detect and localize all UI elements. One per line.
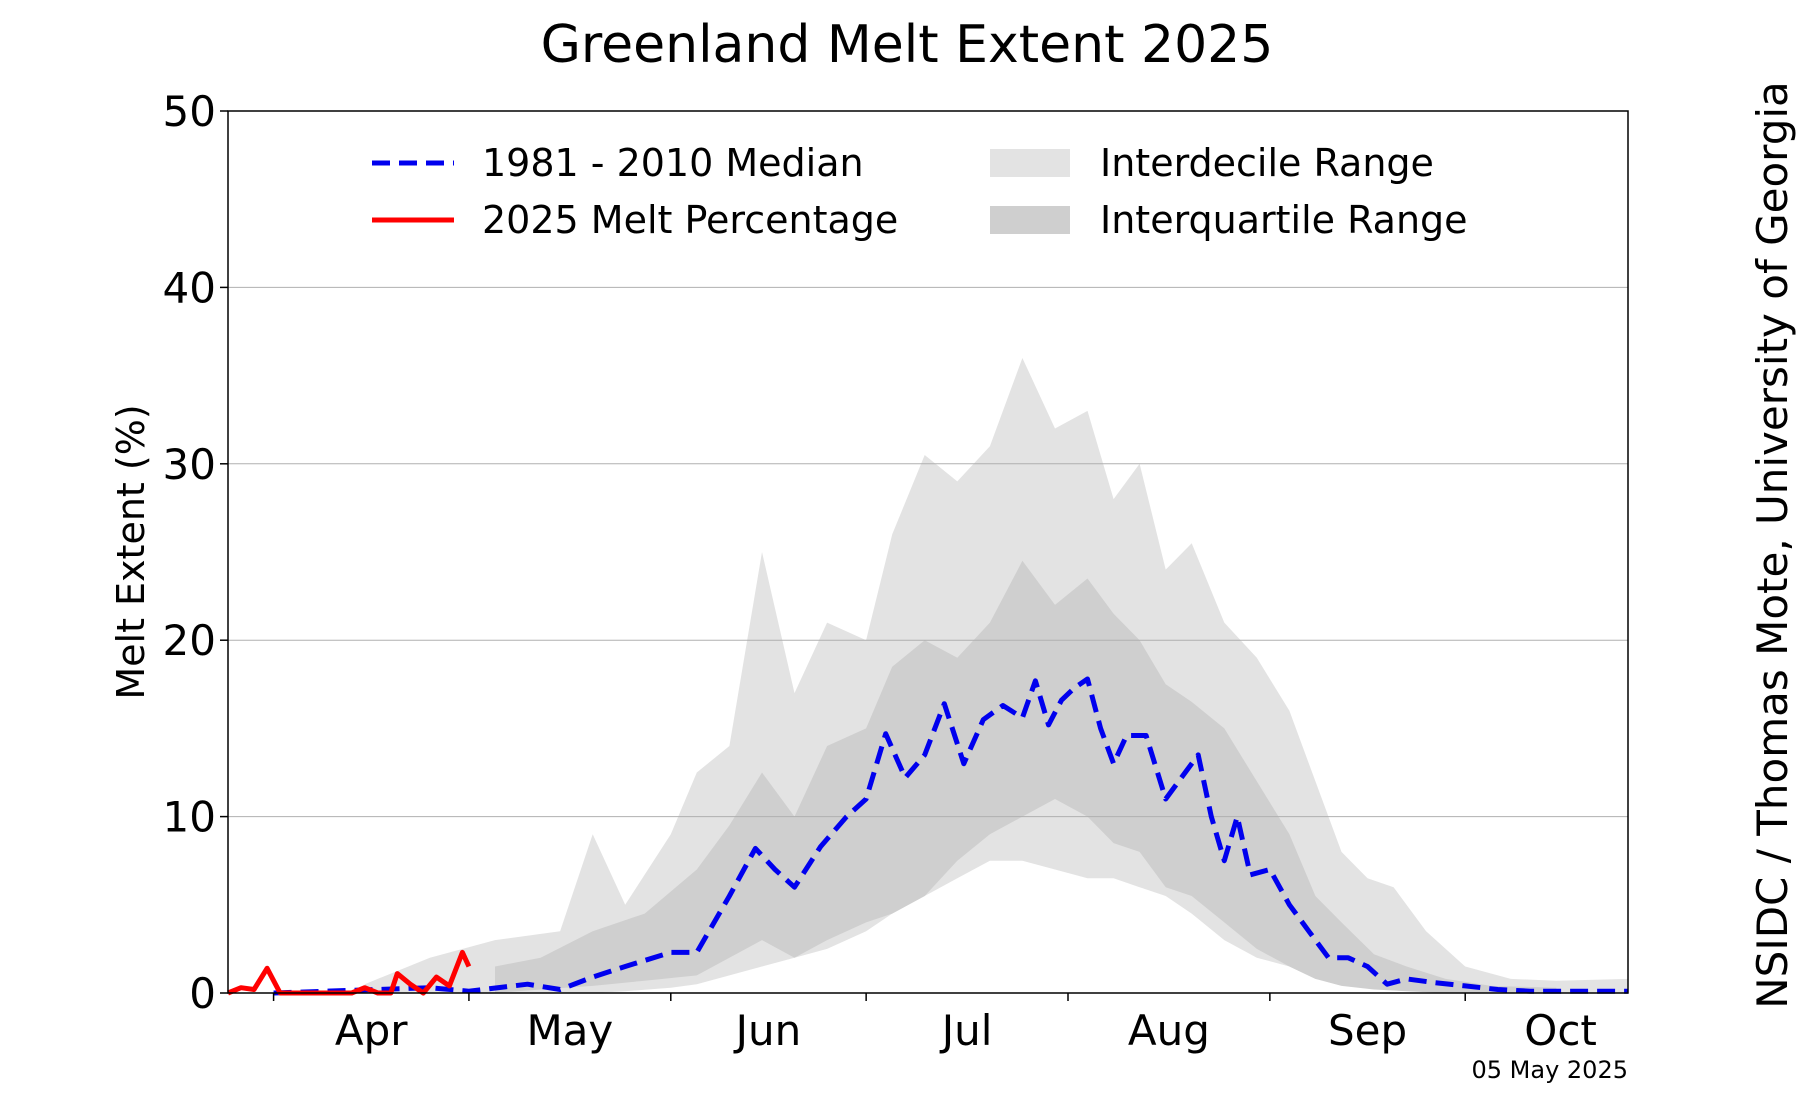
y-tick-label: 40	[163, 263, 216, 312]
y-axis: 0 10 20 30 40 50	[163, 87, 228, 1018]
x-axis: Apr May Jun Jul Aug Sep Oct	[272, 993, 1597, 1055]
y-tick-label: 10	[163, 793, 216, 842]
melt-2025-line	[227, 949, 472, 996]
y-tick-label: 0	[189, 969, 216, 1018]
legend-label: Interquartile Range	[1100, 198, 1468, 242]
x-tick-label: Apr	[335, 1006, 408, 1055]
x-tick-label: Sep	[1328, 1006, 1407, 1055]
plot-frame	[227, 110, 1629, 994]
legend-label: 1981 - 2010 Median	[482, 141, 864, 185]
date-stamp: 05 May 2025	[1472, 1056, 1629, 1084]
credit-text: NSIDC / Thomas Mote, University of Georg…	[1748, 81, 1797, 1009]
x-tick-label: Jul	[939, 1006, 993, 1055]
band-interquartile-range	[495, 560, 1557, 993]
y-tick-label: 50	[163, 87, 216, 136]
x-tick-label: Oct	[1524, 1006, 1597, 1055]
y-tick-label: 20	[163, 616, 216, 665]
y-tick-label: 30	[163, 440, 216, 489]
range-bands	[364, 358, 1629, 993]
median-line	[273, 676, 1628, 996]
plot-area	[227, 110, 1629, 996]
legend: 1981 - 2010 Median 2025 Melt Percentage In…	[372, 141, 1468, 242]
legend-swatch	[990, 149, 1070, 177]
gridlines	[228, 286, 1628, 818]
y-axis-label: Melt Extent (%)	[109, 404, 153, 699]
chart-title: Greenland Melt Extent 2025	[541, 15, 1274, 75]
x-tick-label: Aug	[1128, 1006, 1210, 1055]
x-tick-label: May	[526, 1006, 613, 1055]
legend-swatch	[990, 206, 1070, 234]
series-lines	[227, 676, 1628, 996]
legend-label: Interdecile Range	[1100, 141, 1434, 185]
x-tick-label: Jun	[733, 1006, 802, 1055]
legend-label: 2025 Melt Percentage	[482, 198, 898, 242]
